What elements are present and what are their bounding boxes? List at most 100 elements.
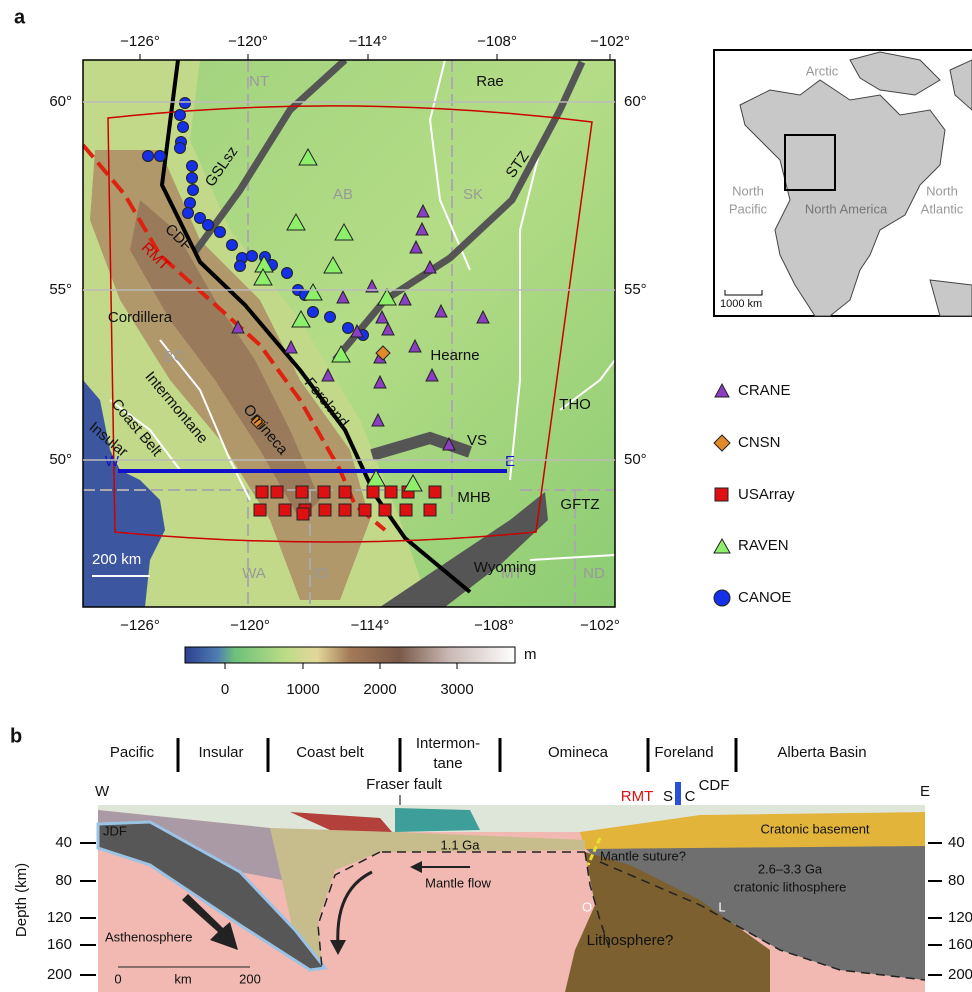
section-end: W [95, 783, 110, 800]
lon-tick-label: −102° [580, 617, 620, 634]
depth-tick-label: 40 [948, 834, 965, 851]
page: a NT AB SK BC WA ID MT ND Rae Hearne THO… [0, 0, 972, 992]
depth-tick-label: 200 [948, 966, 972, 983]
unit-label: Mantle suture? [600, 848, 686, 863]
usarray-station [318, 486, 330, 498]
lat-tick-label: 50° [49, 451, 72, 468]
terrane-label: Intermon- [416, 735, 480, 752]
legend-label: RAVEN [738, 537, 789, 554]
lon-tick-label: −102° [590, 33, 630, 50]
crust-teal [395, 808, 480, 832]
canoe-station [325, 312, 336, 323]
fault-label: CDF [699, 777, 730, 794]
fault-label: Fraser fault [366, 776, 443, 793]
terrane-label: Alberta Basin [777, 744, 866, 761]
feature-label: THO [559, 396, 591, 413]
lon-tick-label: −114° [351, 617, 390, 634]
usarray-station [296, 486, 308, 498]
canoe-station [187, 173, 198, 184]
panel-label: a [14, 6, 26, 28]
legend-symbol [715, 488, 728, 501]
province-label: ND [583, 565, 605, 582]
canoe-station [187, 161, 198, 172]
terrane-label: Pacific [110, 744, 155, 761]
colorbar-tick-label: 2000 [363, 681, 396, 698]
unit-label: L [718, 899, 725, 914]
canoe-station [185, 198, 196, 209]
terrane-label: Omineca [548, 744, 609, 761]
terrane-row: PacificInsularCoast beltIntermon-taneOmi… [110, 735, 867, 772]
canoe-station [178, 122, 189, 133]
usarray-station [339, 504, 351, 516]
inset-label: Atlantic [921, 201, 964, 216]
colorbar-tick-label: 3000 [440, 681, 473, 698]
legend-symbol [714, 590, 730, 606]
canoe-station [203, 220, 214, 231]
lon-tick-label: −120° [228, 33, 268, 50]
feature-label: VS [467, 432, 487, 449]
canoe-station [227, 240, 238, 251]
lat-tick-label: 60° [624, 93, 647, 110]
usarray-station [271, 486, 283, 498]
lon-tick-label: −126° [120, 33, 160, 50]
canoe-station [180, 98, 191, 109]
legend-symbol [714, 539, 730, 553]
terrane-label: Foreland [654, 744, 713, 761]
lon-tick-label: −108° [477, 33, 517, 50]
usarray-station [359, 504, 371, 516]
colorbar-unit: m [524, 646, 537, 663]
inset-label: North [926, 183, 958, 198]
scale-label: km [174, 971, 191, 986]
depth-tick-label: 40 [55, 834, 72, 851]
section-end: E [920, 783, 930, 800]
depth-tick-label: 80 [948, 872, 965, 889]
province-label: NT [249, 73, 269, 90]
unit-label: Cratonic basement [760, 821, 869, 836]
fault-label: C [685, 788, 696, 805]
province-label: WA [242, 565, 266, 582]
unit-label: cratonic lithosphere [734, 879, 847, 894]
scale-label: 0 [114, 971, 121, 986]
canoe-station [143, 151, 154, 162]
unit-label: 2.6–3.3 Ga [758, 861, 823, 876]
usarray-station [367, 486, 379, 498]
usarray-station [256, 486, 268, 498]
canoe-station [183, 208, 194, 219]
legend-symbol [714, 435, 730, 451]
terrane-label: Coast belt [296, 744, 364, 761]
cdf-marker [675, 782, 681, 808]
unit-label: Mantle flow [425, 875, 491, 890]
canoe-station [247, 251, 258, 262]
lat-tick-label: 55° [624, 281, 647, 298]
canoe-station [343, 323, 354, 334]
usarray-station [297, 508, 309, 520]
colorbar-tick-label: 1000 [286, 681, 319, 698]
terrane-label: Insular [198, 744, 243, 761]
legend-label: CRANE [738, 382, 791, 399]
depth-tick-label: 120 [47, 909, 72, 926]
unit-label: Asthenosphere [105, 929, 192, 944]
unit-label: JDF [103, 823, 127, 838]
canoe-station [188, 185, 199, 196]
lon-tick-label: −108° [474, 617, 514, 634]
legend-label: CNSN [738, 434, 781, 451]
map [83, 60, 615, 607]
feature-label: Hearne [430, 347, 479, 364]
usarray-station [385, 486, 397, 498]
depth-tick-label: 80 [55, 872, 72, 889]
lon-tick-label: −120° [230, 617, 270, 634]
canoe-station [235, 261, 246, 272]
inset-scale-label: 1000 km [720, 298, 762, 310]
province-label: AB [333, 186, 353, 203]
legend-label: USArray [738, 486, 795, 503]
usarray-station [424, 504, 436, 516]
inset-label: North America [805, 201, 888, 216]
usarray-station [379, 504, 391, 516]
usarray-station [254, 504, 266, 516]
lat-tick-label: 55° [49, 281, 72, 298]
depth-tick-label: 200 [47, 966, 72, 983]
colorbar-ticks: 0 1000 2000 3000 [221, 663, 474, 698]
depth-tick-label: 160 [948, 936, 972, 953]
colorbar-tick-label: 0 [221, 681, 229, 698]
inset-label: Pacific [729, 201, 768, 216]
